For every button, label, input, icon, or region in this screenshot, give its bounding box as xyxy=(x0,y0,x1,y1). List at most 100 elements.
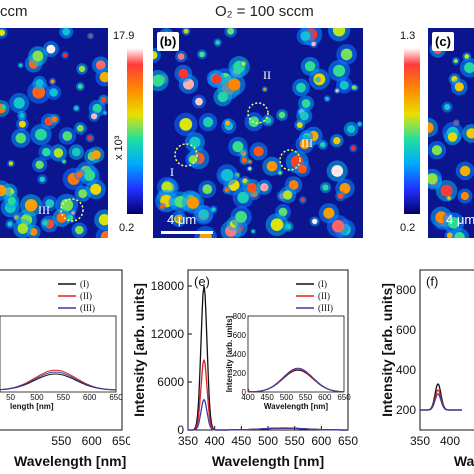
x-tick-label: 450 xyxy=(231,434,251,448)
map-speckle xyxy=(76,171,83,178)
map-speckle xyxy=(253,146,264,157)
map-speckle xyxy=(78,65,86,72)
map-speckle xyxy=(7,221,13,227)
map-speckle xyxy=(347,125,356,134)
chart-d-xlabel: Wavelength [nm] xyxy=(14,453,126,469)
chart-f-frame xyxy=(419,269,474,431)
map-speckle xyxy=(90,183,102,195)
map-speckle xyxy=(466,128,474,139)
colorbar-b-max: 17.9 xyxy=(113,30,135,42)
colorbar-b-unit: x 10³ xyxy=(113,135,125,160)
region-i-circle xyxy=(174,143,198,167)
map-speckle xyxy=(92,103,102,114)
map-speckle xyxy=(248,116,260,128)
map-a-region-iii-circle xyxy=(60,198,84,222)
panel-c-label: (c) xyxy=(432,32,454,51)
map-speckle xyxy=(103,111,107,115)
map-speckle xyxy=(296,82,306,93)
pl-map-c-image xyxy=(428,28,474,238)
region-ii-circle xyxy=(247,102,269,124)
legend-entry: (II) xyxy=(318,291,330,301)
map-b-region-iii-label: III xyxy=(301,136,313,150)
map-speckle xyxy=(428,173,438,185)
x-tick-label: 550 xyxy=(285,434,305,448)
map-speckle xyxy=(300,198,305,202)
y-tick-label: 18000 xyxy=(151,279,185,293)
map-speckle xyxy=(50,79,55,84)
map-speckle xyxy=(99,71,108,83)
map-speckle xyxy=(311,41,316,47)
map-speckle xyxy=(88,34,93,38)
map-b-scale-bar xyxy=(161,231,213,234)
inset-frame xyxy=(0,315,117,393)
pl-map-b: (b) II I III 4 μm xyxy=(153,28,363,238)
map-speckle xyxy=(76,124,84,132)
map-speckle xyxy=(228,78,241,91)
map-speckle xyxy=(446,232,453,238)
x-tick-label: 400 xyxy=(440,434,460,448)
map-speckle xyxy=(159,204,165,209)
map-speckle xyxy=(447,196,451,200)
map-speckle xyxy=(428,122,434,133)
legend-entry: (III) xyxy=(80,303,95,313)
map-speckle xyxy=(183,28,189,34)
x-tick-label: 550 xyxy=(51,434,71,448)
map-speckle xyxy=(447,217,460,229)
x-tick-label: 650 xyxy=(112,434,130,448)
map-speckle xyxy=(332,28,346,37)
series-line-3 xyxy=(188,398,348,431)
legend-entry: (I) xyxy=(80,279,89,289)
map-speckle xyxy=(49,88,58,97)
map-speckle xyxy=(7,196,16,206)
map-speckle xyxy=(188,155,198,164)
map-b-scale-label: 4 μm xyxy=(167,212,197,227)
map-speckle xyxy=(460,191,469,201)
y-tick-label: 12000 xyxy=(151,327,185,341)
inset-x-tick: 450 xyxy=(261,393,275,402)
map-speckle xyxy=(351,85,356,90)
map-speckle xyxy=(77,84,83,89)
y-tick-label: 400 xyxy=(396,363,416,377)
map-speckle xyxy=(53,148,64,158)
x-tick-label: 400 xyxy=(205,434,225,448)
map-speckle xyxy=(0,184,7,197)
map-speckle xyxy=(333,64,346,77)
map-speckle xyxy=(299,111,309,121)
region-iii-circle xyxy=(279,149,301,171)
y-tick-label: 600 xyxy=(396,323,416,337)
pl-map-a: III xyxy=(0,28,108,238)
map-speckle xyxy=(95,60,106,70)
map-speckle xyxy=(431,145,442,156)
map-speckle xyxy=(62,131,73,141)
map-speckle xyxy=(177,53,185,60)
pl-map-a-image xyxy=(0,28,108,238)
inset-x-tick: 50 xyxy=(6,393,15,402)
map-speckle xyxy=(51,116,58,123)
map-speckle xyxy=(15,132,27,144)
inset-series-line-3 xyxy=(247,367,344,393)
map-speckle xyxy=(454,82,464,92)
map-speckle xyxy=(100,96,107,103)
map-speckle xyxy=(217,91,228,103)
map-speckle xyxy=(320,142,326,148)
x-tick-label: 500 xyxy=(258,434,278,448)
inset-ylabel: Intensity [arb. units] xyxy=(225,315,234,392)
inset-x-tick: 600 xyxy=(318,393,332,402)
map-speckle xyxy=(270,218,284,231)
map-speckle xyxy=(177,214,183,220)
map-speckle xyxy=(17,223,29,234)
map-c-scale-label: 4 μm xyxy=(446,212,474,227)
map-speckle xyxy=(178,68,189,79)
y-tick-label: 6000 xyxy=(157,375,184,389)
map-speckle xyxy=(312,218,318,225)
map-speckle xyxy=(199,51,205,58)
legend-entry: (II) xyxy=(80,291,92,301)
inset-x-tick: 500 xyxy=(280,393,294,402)
map-speckle xyxy=(42,147,51,157)
chart-d-frame xyxy=(0,269,123,431)
chart-f-xlabel: Wavelength [nm] xyxy=(454,453,474,469)
inset-x-tick: 550 xyxy=(299,393,313,402)
x-tick-label: 600 xyxy=(311,434,331,448)
colorbar-c-min: 0.2 xyxy=(400,222,416,234)
